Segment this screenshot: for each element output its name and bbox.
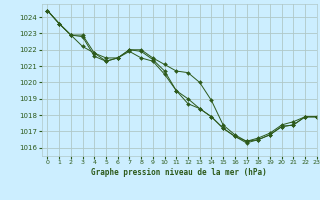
- X-axis label: Graphe pression niveau de la mer (hPa): Graphe pression niveau de la mer (hPa): [91, 168, 267, 177]
